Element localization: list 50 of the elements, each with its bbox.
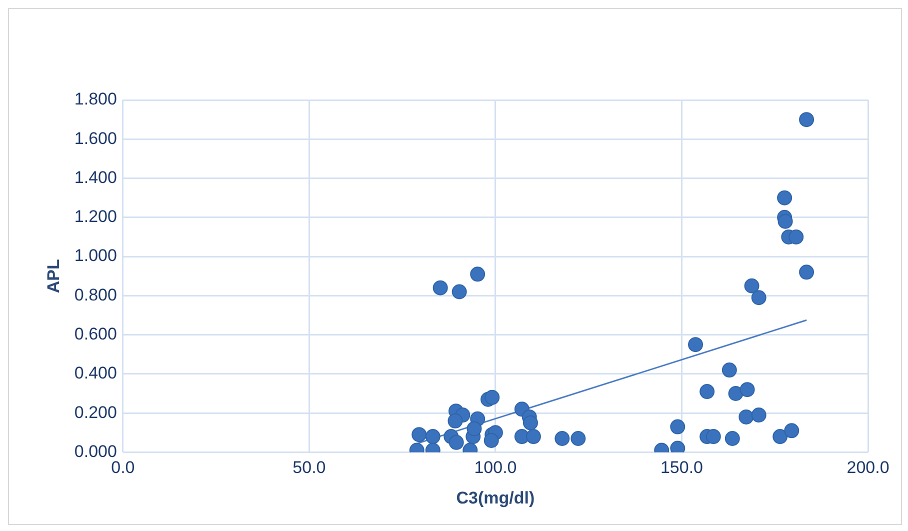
point bbox=[784, 423, 800, 438]
point bbox=[751, 290, 766, 306]
point bbox=[799, 112, 814, 128]
point bbox=[526, 429, 541, 444]
point bbox=[728, 386, 744, 401]
y-tick-label: 0.400 bbox=[74, 364, 117, 383]
y-tick-label: 0.000 bbox=[74, 442, 117, 461]
x-tick-label: 200.0 bbox=[846, 458, 890, 478]
point bbox=[700, 384, 715, 400]
point bbox=[724, 431, 740, 446]
point bbox=[570, 431, 586, 446]
point bbox=[744, 278, 760, 294]
point bbox=[425, 429, 440, 444]
point bbox=[751, 408, 766, 423]
point bbox=[466, 421, 482, 436]
point bbox=[452, 284, 467, 300]
point bbox=[799, 264, 814, 280]
point bbox=[448, 413, 463, 428]
point bbox=[772, 429, 788, 444]
point bbox=[706, 429, 721, 444]
point bbox=[778, 214, 793, 229]
point bbox=[688, 337, 704, 352]
point bbox=[777, 190, 792, 206]
point bbox=[484, 390, 500, 405]
x-tick-label: 50.0 bbox=[292, 458, 326, 478]
x-tick-label: 0.0 bbox=[111, 458, 135, 478]
y-tick-label: 1.400 bbox=[74, 168, 117, 187]
y-tick-label: 1.200 bbox=[74, 207, 117, 226]
point bbox=[470, 266, 486, 282]
point bbox=[788, 229, 804, 244]
y-tick-label: 0.600 bbox=[74, 324, 117, 344]
y-tick-label: 1.600 bbox=[74, 128, 117, 148]
y-tick-label: 1.000 bbox=[74, 246, 117, 266]
point bbox=[738, 409, 754, 424]
x-tick-label: 150.0 bbox=[660, 458, 704, 478]
point bbox=[484, 432, 499, 448]
y-tick-label: 0.800 bbox=[74, 285, 117, 304]
point bbox=[670, 419, 686, 434]
x-tick-label: 100.0 bbox=[474, 458, 517, 478]
point bbox=[432, 280, 448, 296]
point bbox=[522, 415, 538, 430]
point bbox=[412, 427, 427, 442]
point bbox=[722, 362, 737, 378]
point bbox=[554, 431, 570, 446]
y-tick-label: 1.800 bbox=[74, 90, 117, 109]
x-axis-title: C3(mg/dl) bbox=[456, 488, 535, 508]
point bbox=[740, 382, 755, 398]
y-axis-title: APL bbox=[44, 259, 63, 294]
point bbox=[448, 434, 464, 450]
y-tick-label: 0.200 bbox=[74, 402, 117, 422]
